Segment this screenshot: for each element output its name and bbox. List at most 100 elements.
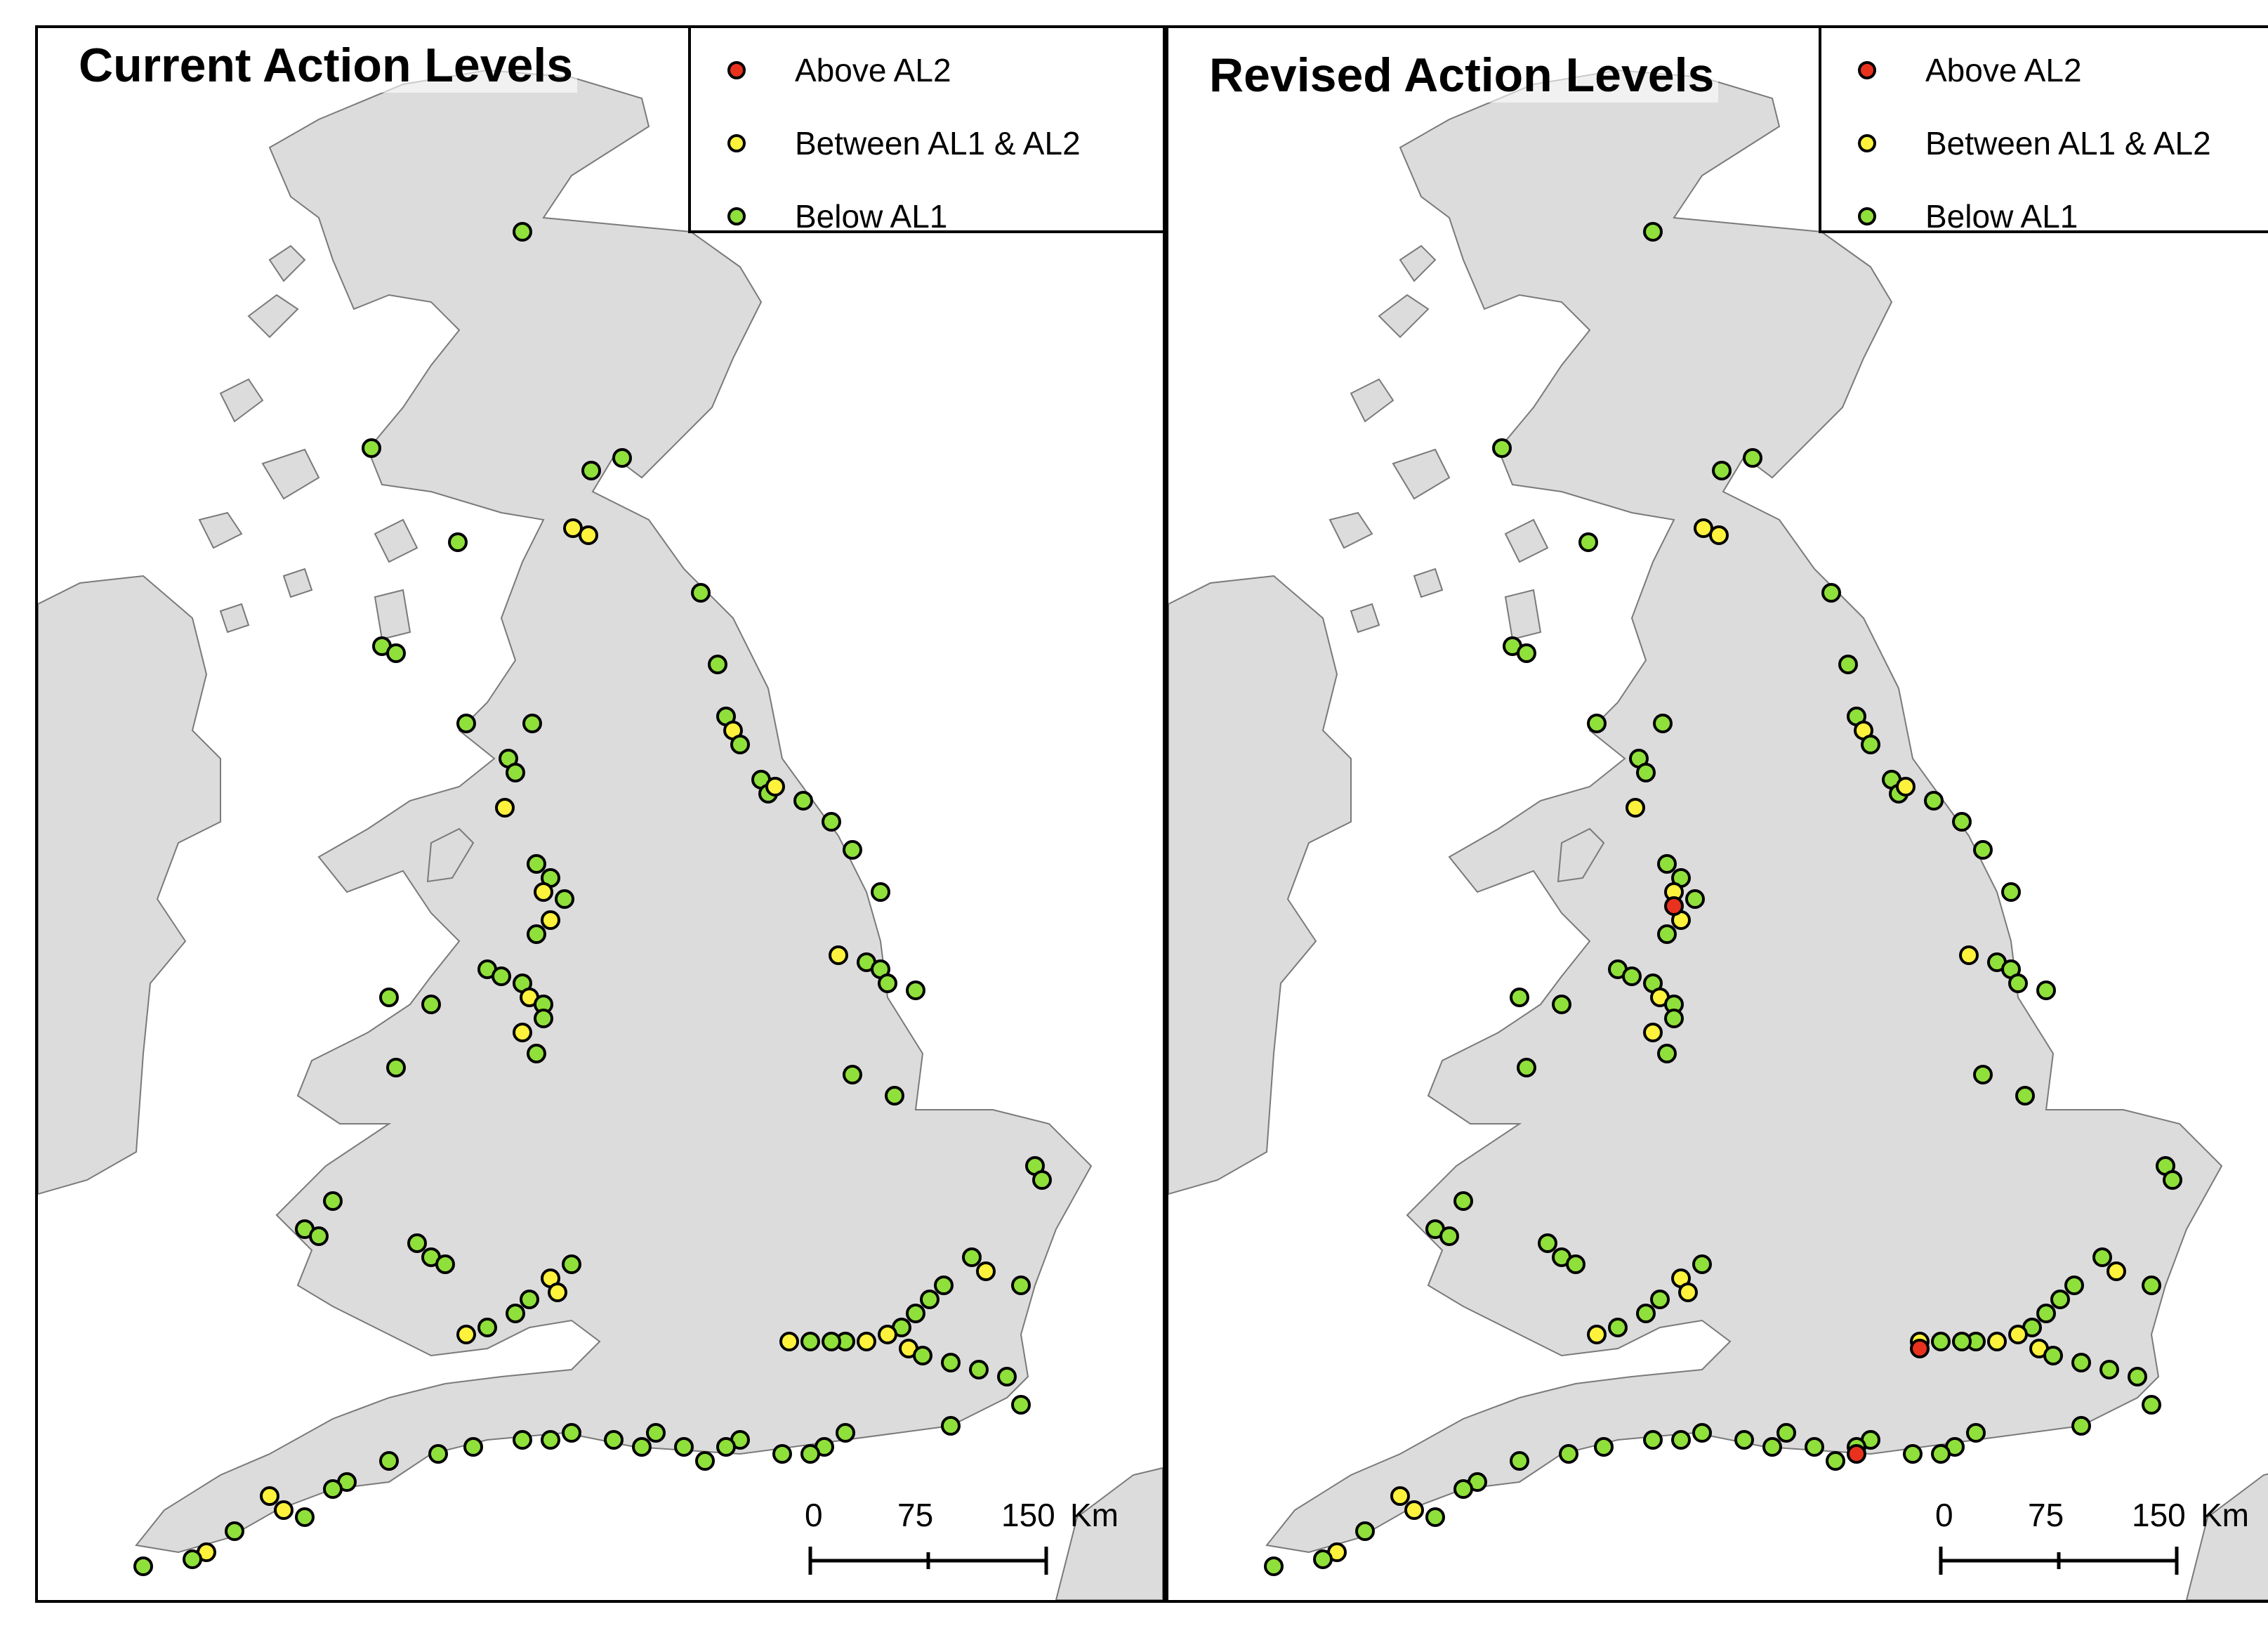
site-marker [2071,1353,2091,1372]
site-marker [477,1318,497,1337]
site-marker-above-al2 [1664,896,1684,916]
site-marker [1622,966,1642,986]
site-marker [1952,812,1972,832]
island [1504,518,1549,563]
site-marker [857,1332,876,1351]
site-marker [800,1332,820,1351]
site-marker [1559,1444,1578,1464]
map-title: Current Action Levels [74,38,578,93]
site-marker [913,1346,932,1365]
site-marker [435,1254,455,1274]
island [1504,589,1542,641]
site-marker [1685,889,1705,909]
site-marker [612,448,632,468]
yellow-dot-icon [1858,134,1876,152]
red-dot-icon [727,61,746,79]
legend: Above AL2 Between AL1 & AL2 Below AL1 [1819,28,2268,235]
site-marker [1587,714,1607,733]
site-marker [1626,798,1645,818]
site-marker [969,1360,989,1379]
site-marker [1650,1290,1670,1309]
scale-tick-label: 0 [1935,1497,1953,1533]
scale-tick-label: 75 [2028,1497,2064,1533]
site-marker [829,945,848,965]
site-marker [885,1086,904,1106]
site-marker [562,1423,581,1443]
site-marker [920,1290,939,1309]
island [1399,244,1437,282]
site-marker [1578,532,1598,552]
site-marker [448,532,468,552]
site-marker [1896,777,1916,796]
site-marker [730,735,750,754]
site-marker [1011,1276,1031,1295]
island [1378,294,1430,339]
site-marker [534,882,553,902]
site-marker [1821,583,1841,603]
site-marker [2001,882,2021,902]
scale-tick-label: 75 [897,1497,934,1533]
site-marker [563,518,583,538]
site-marker [522,714,542,733]
green-dot-icon [727,207,746,225]
site-marker [1959,945,1979,965]
legend: Above AL2 Between AL1 & AL2 Below AL1 [688,28,1163,235]
site-marker [1657,924,1677,944]
site-marker [1517,1058,1536,1077]
site-marker [295,1507,315,1527]
site-marker [1653,714,1673,733]
legend-item-between: Between AL1 & AL2 [1858,115,2211,171]
site-marker [1861,735,1880,754]
site-marker [527,924,546,944]
site-marker [421,995,441,1014]
map-title: Revised Action Levels [1205,48,1719,103]
site-marker [1355,1521,1375,1541]
site-marker [1587,1325,1607,1344]
site-marker [632,1437,652,1457]
site-marker [2071,1416,2091,1436]
site-marker [1664,1009,1684,1028]
site-marker [1453,1479,1473,1499]
site-marker [520,1290,539,1309]
site-marker [1924,791,1944,811]
site-marker [716,1437,736,1457]
red-dot-icon [1858,61,1876,79]
site-marker [962,1247,982,1267]
site-marker [379,988,399,1007]
site-marker [878,973,897,993]
site-marker [934,1276,954,1295]
legend-label: Above AL2 [795,52,951,88]
site-marker [1694,518,1713,538]
site-marker [1692,1423,1712,1443]
site-marker [581,461,601,480]
site-marker [1538,1233,1557,1253]
island [1350,378,1395,423]
site-marker [492,966,511,986]
site-marker [1510,1451,1529,1471]
scale-bar: 0 75 150 Km [1920,1496,2268,1580]
site-marker [323,1191,343,1211]
site-marker [2036,1304,2056,1323]
site-marker [822,812,841,832]
island [1329,511,1373,549]
site-marker [1439,1226,1459,1246]
france-landmass [2185,1473,2268,1600]
site-marker [456,1325,476,1344]
site-marker [183,1549,202,1569]
island [261,448,320,500]
site-marker [2142,1276,2161,1295]
legend-label: Below AL1 [795,198,948,235]
site-marker [225,1521,244,1541]
site-marker [541,910,560,930]
legend-item-above-al2: Above AL2 [727,42,951,98]
site-marker [2099,1360,2119,1379]
site-marker [407,1233,427,1253]
isle-of-man [1557,827,1605,883]
island [374,589,411,641]
site-marker [1826,1451,1845,1471]
site-marker [1734,1430,1754,1450]
site-marker [1987,1332,2007,1351]
site-marker [1636,1304,1656,1323]
site-marker [495,798,515,818]
site-marker [2064,1276,2084,1295]
